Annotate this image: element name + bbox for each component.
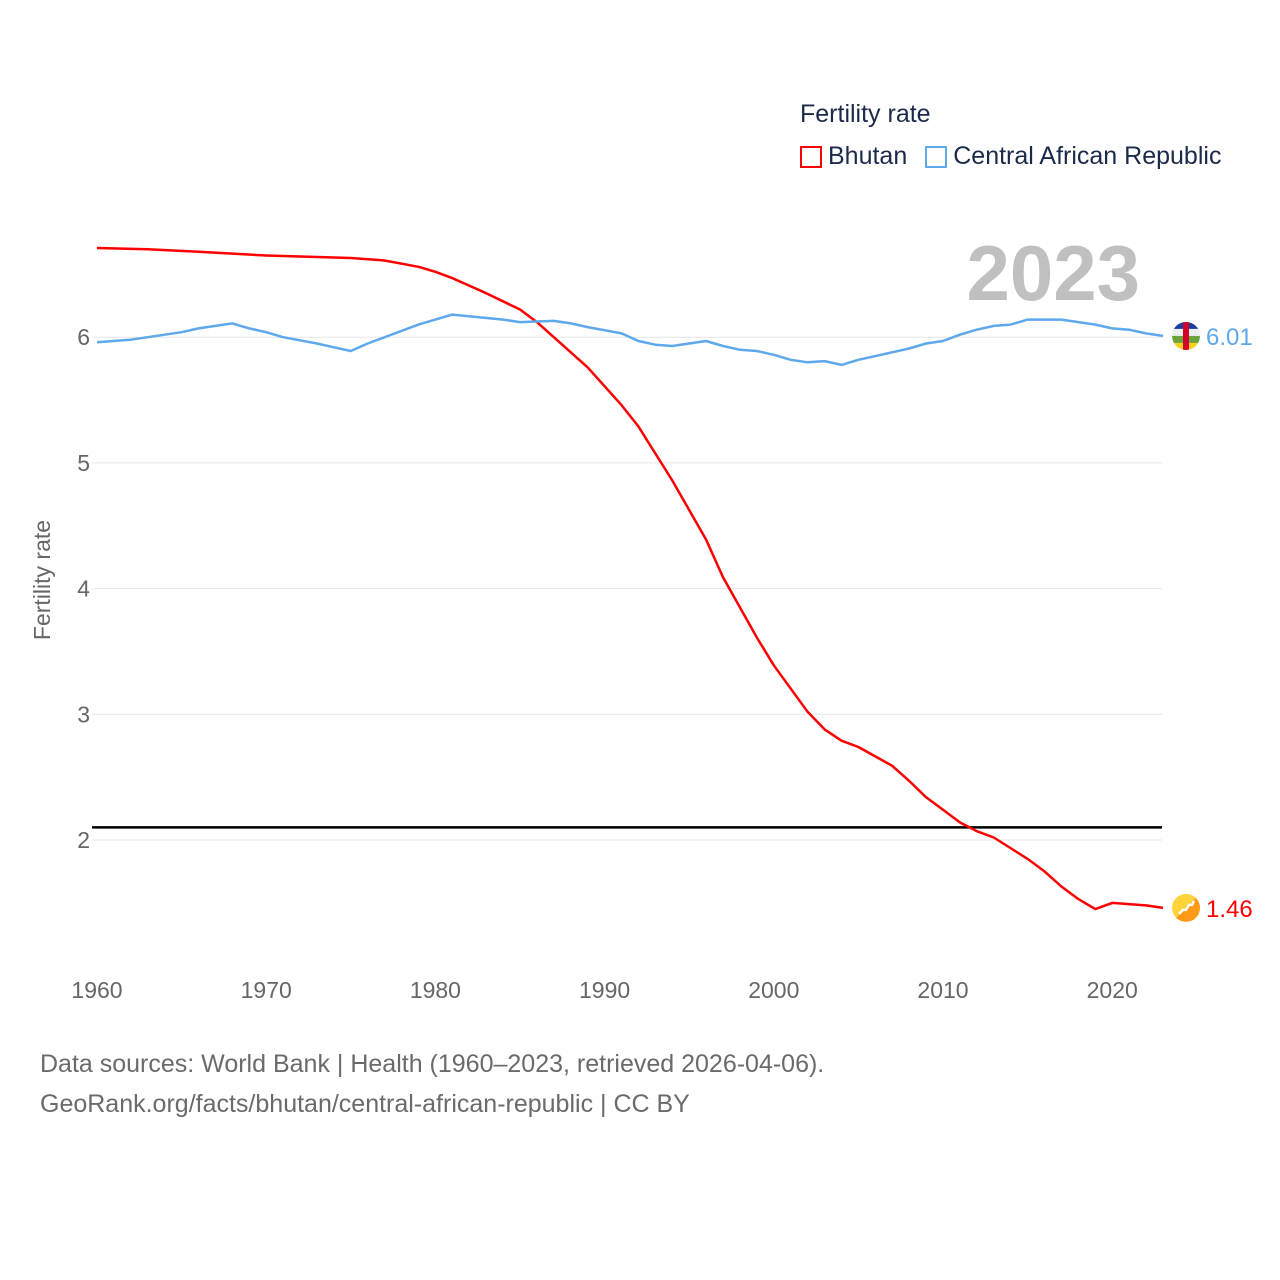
central-african-republic-flag-icon <box>1172 321 1200 350</box>
end-value-label: 6.01 <box>1206 324 1253 351</box>
legend-label: Central African Republic <box>953 142 1222 170</box>
legend-swatch-bhutan <box>800 145 822 168</box>
legend-item-bhutan[interactable]: Bhutan <box>800 142 907 171</box>
bhutan-flag-icon <box>1172 893 1200 922</box>
legend-label: Bhutan <box>828 142 908 170</box>
y-tick-label: 3 <box>77 701 90 727</box>
data-sources: Data sources: World Bank | Health (1960–… <box>40 1050 825 1078</box>
series-line-central-african-republic <box>96 313 1164 367</box>
x-tick-label: 1970 <box>241 977 292 1003</box>
legend: Bhutan Central African Republic <box>800 142 1221 171</box>
legend-swatch-car <box>925 145 948 168</box>
y-tick-label: 5 <box>77 450 90 476</box>
footer: Data sources: World Bank | Health (1960–… <box>40 1044 824 1124</box>
end-value-label: 1.46 <box>1206 896 1253 923</box>
series-line-bhutan <box>96 246 1164 911</box>
y-tick-label: 2 <box>77 827 90 853</box>
y-tick-label: 4 <box>77 576 90 602</box>
x-tick-label: 1990 <box>579 977 630 1003</box>
x-tick-label: 2000 <box>748 977 799 1003</box>
x-tick-label: 2010 <box>917 977 968 1003</box>
legend-title: Fertility rate <box>800 100 931 128</box>
y-tick-label: 6 <box>77 324 90 350</box>
legend-item-central-african-republic[interactable]: Central African Republic <box>925 142 1221 171</box>
x-tick-label: 1960 <box>71 977 122 1003</box>
x-tick-label: 1980 <box>410 977 461 1003</box>
x-tick-label: 2020 <box>1087 977 1138 1003</box>
current-year-label: 2023 <box>966 229 1140 317</box>
y-axis-label: Fertility rate <box>29 520 55 640</box>
source-link[interactable]: GeoRank.org/facts/bhutan/central-african… <box>40 1090 690 1118</box>
